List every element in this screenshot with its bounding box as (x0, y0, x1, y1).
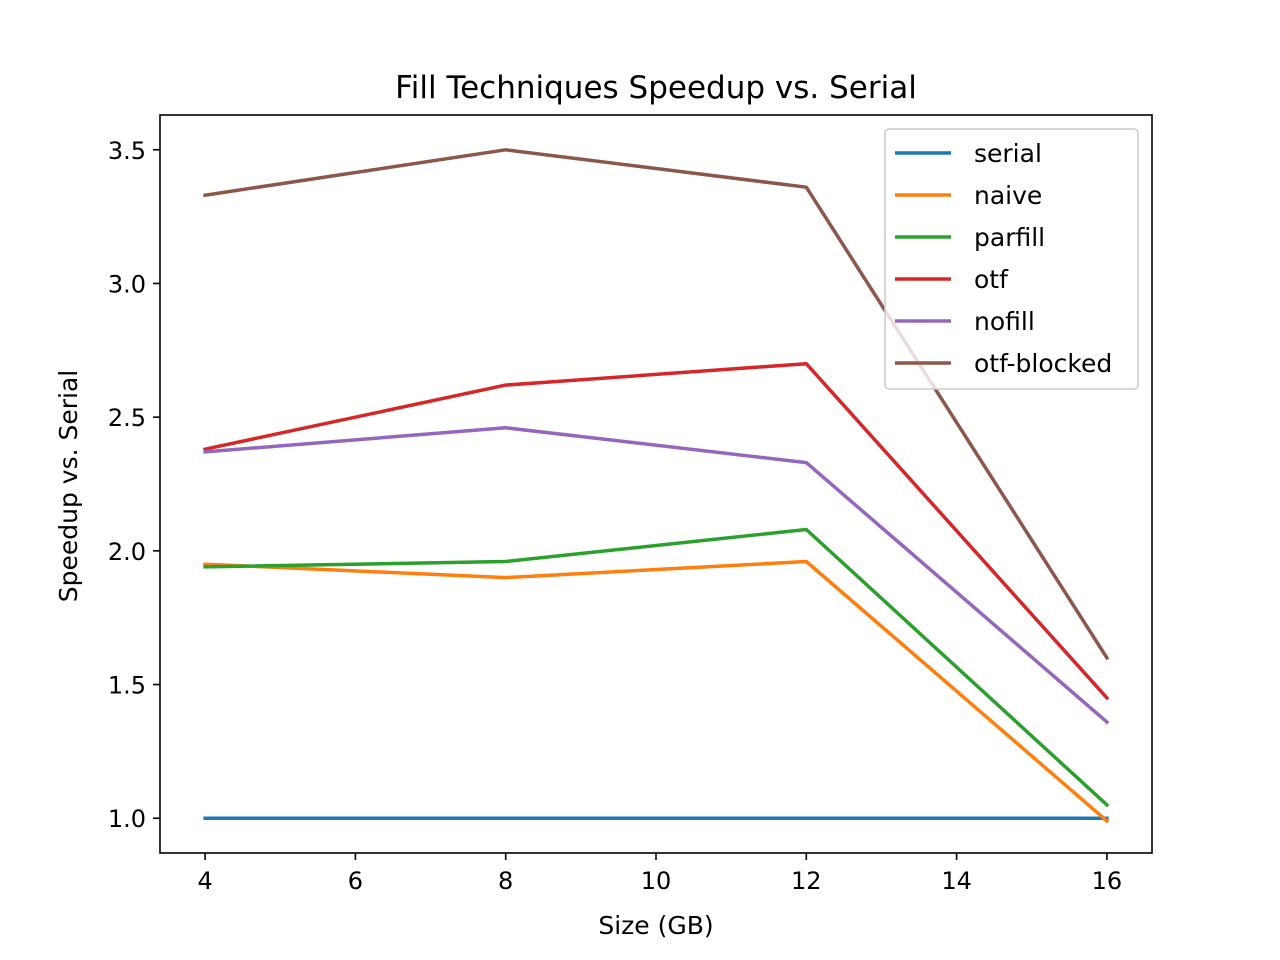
legend: serial naive parfill otf nofill otf-blocked (884, 128, 1139, 390)
legend-label-serial: serial (974, 139, 1042, 168)
chart-title: Fill Techniques Speedup vs. Serial (395, 70, 917, 106)
y-tick-label: 3.0 (108, 270, 146, 298)
legend-label-naive: naive (974, 181, 1042, 210)
y-tick-label: 2.5 (108, 404, 146, 432)
legend-label-otf: otf (974, 265, 1009, 294)
x-tick-label: 16 (1092, 867, 1123, 895)
x-tick-label: 8 (498, 867, 513, 895)
x-tick-label: 6 (348, 867, 363, 895)
series-line-naive (203, 559, 1110, 824)
series-line-parfill (203, 527, 1110, 808)
series-line-otf (203, 361, 1110, 701)
y-axis-ticks: 1.0 1.5 2.0 2.5 3.0 3.5 (108, 137, 160, 833)
y-tick-label: 3.5 (108, 137, 146, 165)
x-axis-ticks: 4 6 8 10 12 14 16 (197, 853, 1122, 895)
legend-label-otf-blocked: otf-blocked (974, 349, 1112, 378)
series-line-otf-blocked (203, 148, 1110, 661)
y-axis-label: Speedup vs. Serial (54, 370, 83, 602)
x-axis-label: Size (GB) (598, 911, 713, 940)
x-tick-label: 14 (941, 867, 972, 895)
y-tick-label: 1.0 (108, 805, 146, 833)
x-tick-label: 4 (197, 867, 212, 895)
x-tick-label: 12 (791, 867, 822, 895)
legend-label-parfill: parfill (974, 223, 1045, 252)
series-line-nofill (203, 426, 1110, 725)
y-tick-label: 2.0 (108, 538, 146, 566)
plot-area: 4 6 8 10 12 14 16 1.0 1.5 2.0 2.5 3.0 3.5 (108, 114, 1153, 895)
series-lines (203, 148, 1110, 824)
legend-label-nofill: nofill (974, 307, 1035, 336)
x-tick-label: 10 (641, 867, 672, 895)
y-tick-label: 1.5 (108, 672, 146, 700)
